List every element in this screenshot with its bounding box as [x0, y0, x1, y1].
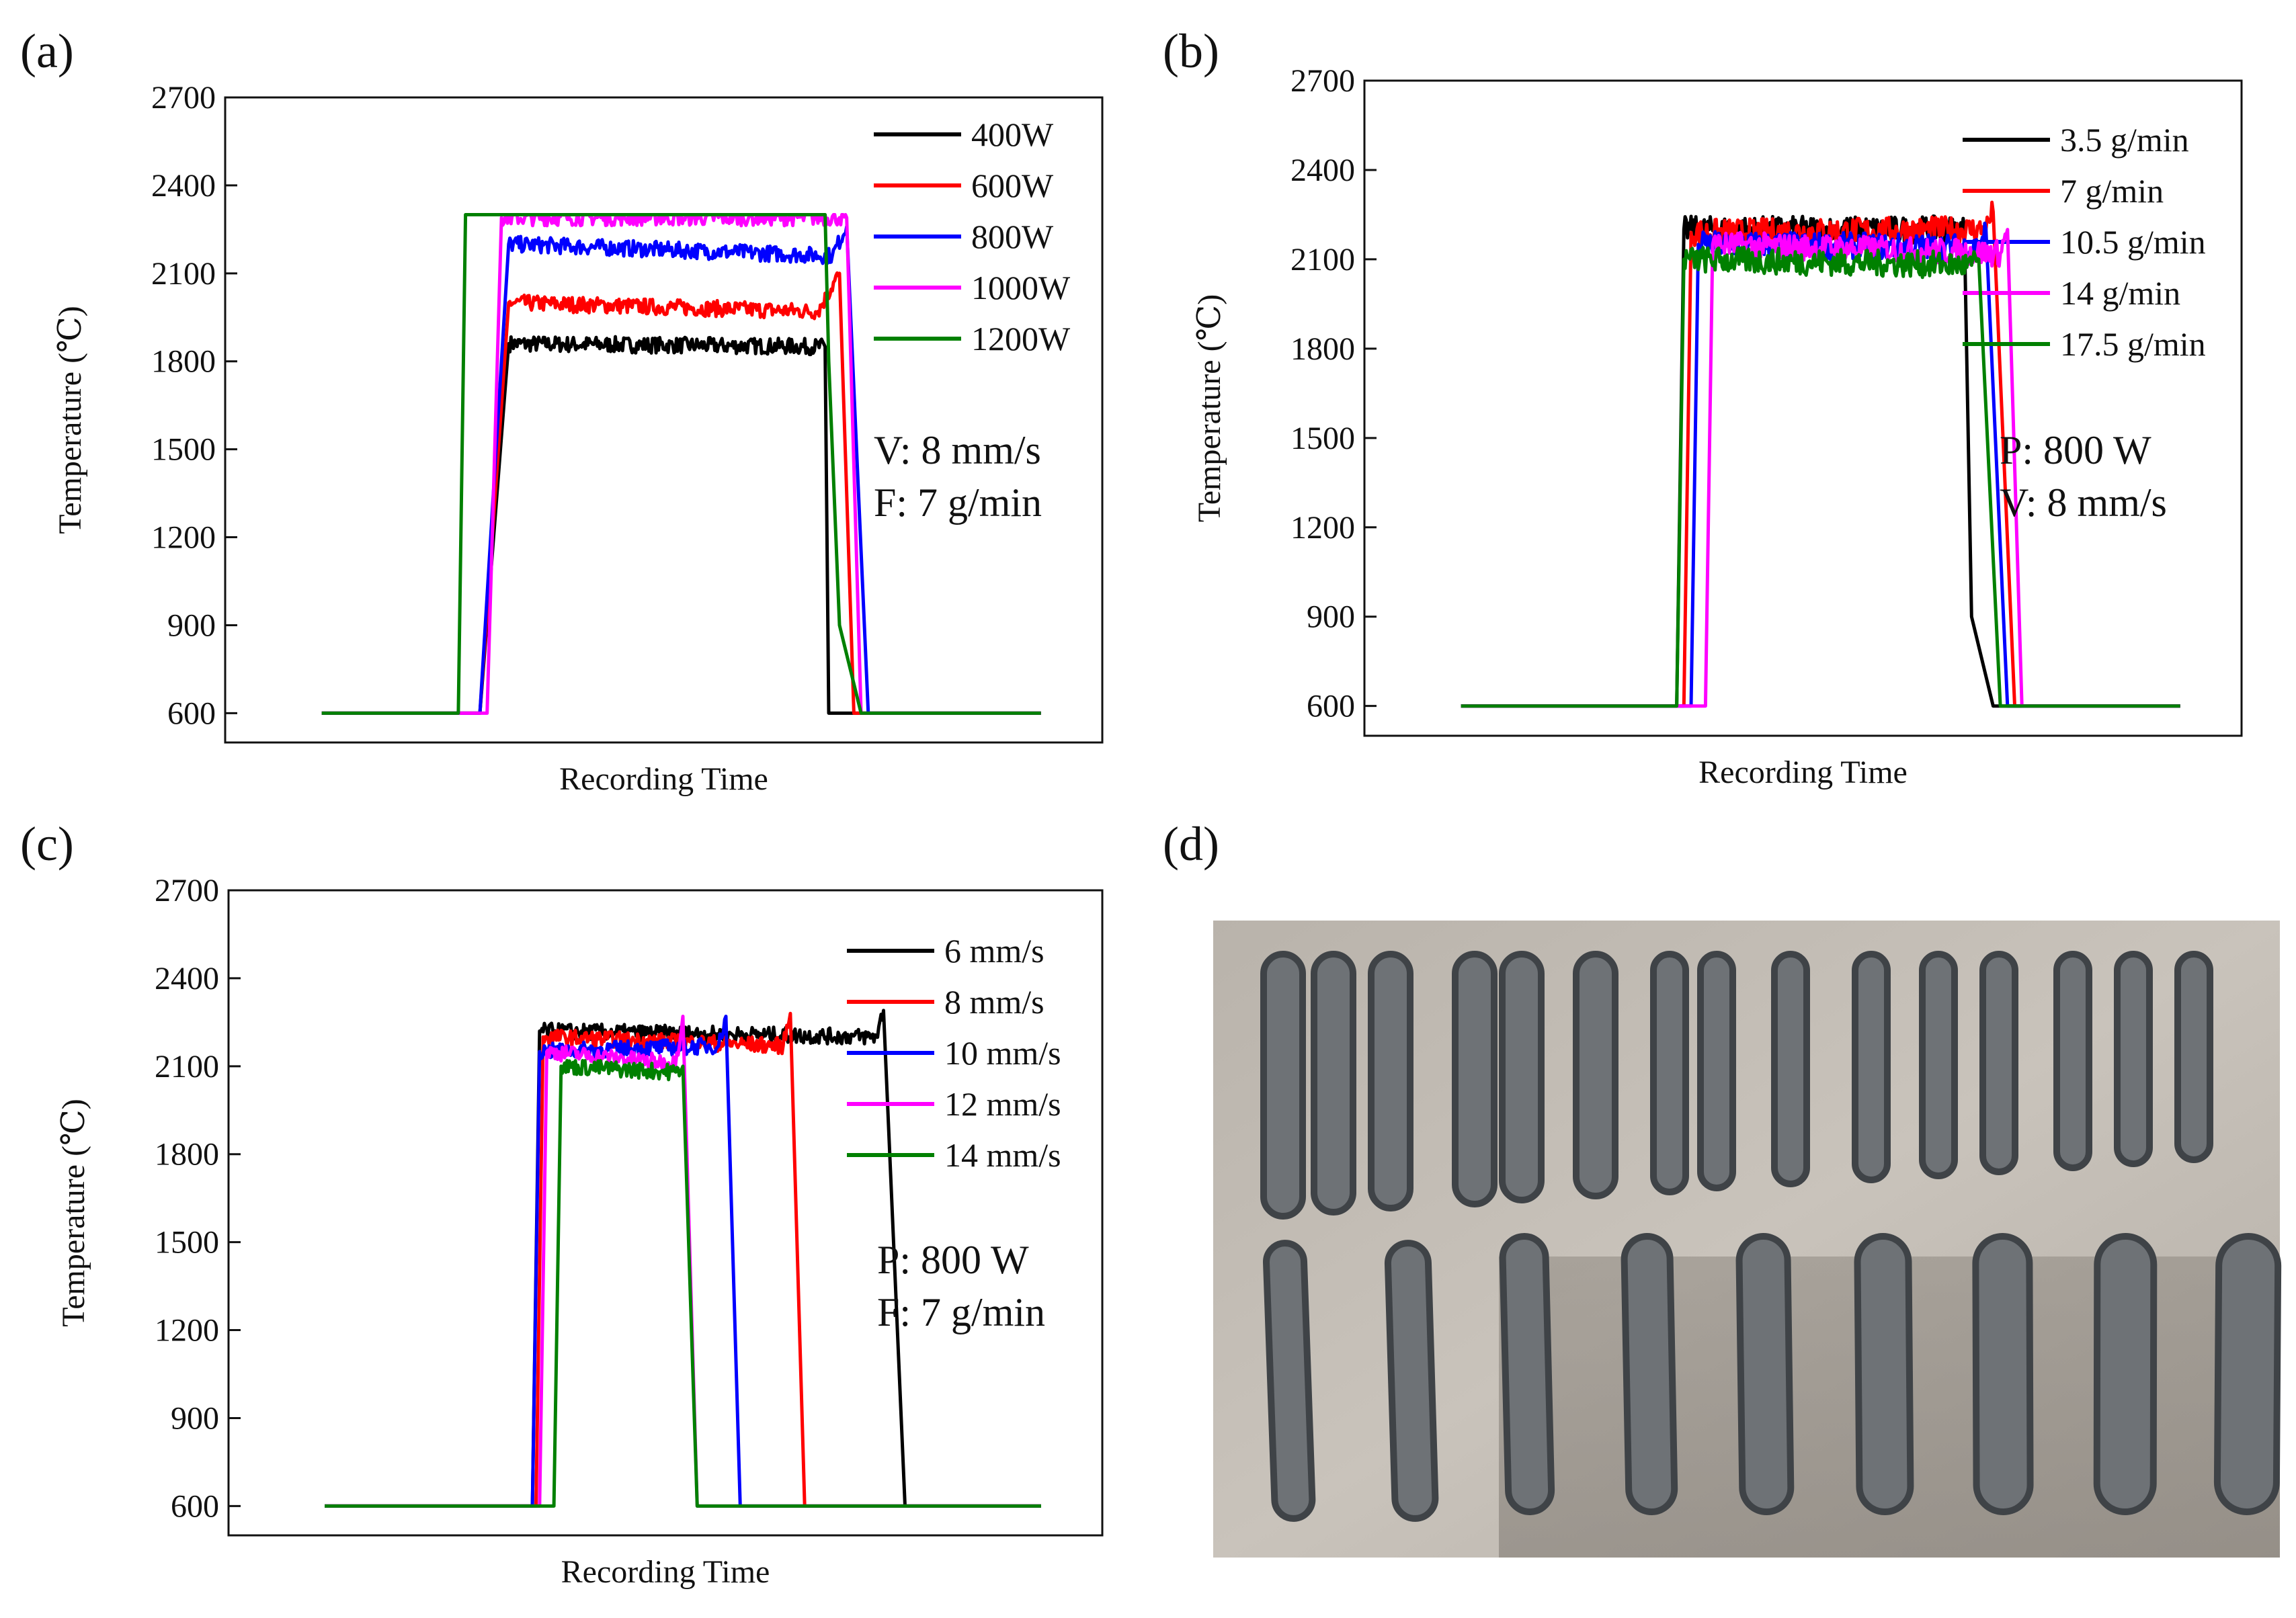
condition-annotation: F: 7 g/min	[874, 480, 1042, 525]
y-tick-label: 1500	[151, 432, 216, 468]
clad-bead-top	[1368, 951, 1413, 1211]
y-tick-label: 900	[167, 607, 216, 643]
condition-annotation: V: 8 mm/s	[874, 428, 1041, 472]
y-tick-label: 1200	[155, 1313, 219, 1349]
y-tick-label: 2400	[1290, 153, 1355, 188]
clad-bead-top	[1650, 951, 1689, 1195]
clad-bead-bottom	[1262, 1240, 1316, 1522]
clad-bead-top	[1311, 951, 1356, 1216]
y-tick-label: 2400	[151, 168, 216, 204]
y-tick-label: 2100	[155, 1049, 219, 1084]
legend-label: 800W	[971, 218, 1054, 255]
legend-label: 400W	[971, 116, 1054, 153]
clad-bead-top	[2114, 951, 2153, 1167]
clad-bead-bottom	[1499, 1233, 1555, 1515]
series-line-800w	[321, 224, 1041, 715]
series-line-6-mm-s	[325, 1009, 1041, 1508]
plot-frame-b	[1363, 79, 2243, 737]
legend-label: 8 mm/s	[944, 983, 1044, 1021]
y-tick-label: 1800	[1290, 331, 1355, 367]
clad-bead-top	[1260, 951, 1306, 1220]
legend-label: 12 mm/s	[944, 1085, 1061, 1123]
y-tick-label: 1500	[155, 1225, 219, 1261]
series-line-14-mm-s	[325, 1059, 1041, 1508]
clad-bead-top	[1499, 951, 1545, 1203]
chart-panel-c: 600 900 1200 1500 1800 2100 2400 2700 Temperatur…	[56, 873, 1104, 1590]
y-tick-label: 1800	[155, 1137, 219, 1173]
clad-bead-bottom	[2213, 1233, 2282, 1515]
y-tick-label: 900	[1307, 599, 1355, 635]
y-tick-label: 900	[171, 1400, 219, 1436]
series-line-400w	[321, 335, 1041, 715]
legend-label: 600W	[971, 167, 1054, 204]
chart-panel-b: 600 900 1200 1500 1800 2100 2400 2700 Temperatur…	[1192, 63, 2243, 790]
legend-label: 10 mm/s	[944, 1034, 1061, 1072]
panel-letter-a: (a)	[20, 24, 74, 78]
x-axis-label: Recording Time	[561, 1554, 770, 1590]
legend-label: 14 mm/s	[944, 1136, 1061, 1174]
y-tick-label: 1800	[151, 344, 216, 380]
clad-bead-top	[1573, 951, 1618, 1199]
clad-bead-top	[1919, 951, 1958, 1179]
series-line-17-5-g-min	[1461, 245, 2180, 708]
plot-frame-a	[224, 96, 1104, 744]
clad-bead-top	[1771, 951, 1810, 1187]
clad-bead-bottom	[1384, 1240, 1439, 1522]
legend-label: 1200W	[971, 320, 1071, 357]
chart-panel-a: 600 900 1200 1500 1800 2100 2400 2700 Temperatur…	[52, 80, 1104, 797]
legend-label: 17.5 g/min	[2060, 325, 2206, 363]
condition-annotation: V: 8 mm/s	[2000, 480, 2167, 525]
condition-annotation: P: 800 W	[2000, 428, 2151, 472]
clad-bead-bottom	[1735, 1233, 1795, 1515]
clad-beads	[1260, 951, 2282, 1522]
legend-label: 10.5 g/min	[2060, 223, 2206, 261]
y-tick-label: 2700	[1290, 63, 1355, 99]
legend-label: 6 mm/s	[944, 932, 1044, 970]
x-axis-label: Recording Time	[1698, 755, 1908, 790]
series-line-600w	[321, 271, 1041, 715]
y-tick-label: 1200	[1290, 510, 1355, 546]
panel-letter-c: (c)	[20, 817, 74, 871]
y-tick-label: 2400	[155, 961, 219, 996]
clad-bead-bottom	[1854, 1233, 1914, 1515]
condition-annotation: P: 800 W	[877, 1238, 1029, 1282]
y-axis-label: Temperature (℃)	[1192, 294, 1227, 523]
condition-annotation: F: 7 g/min	[877, 1290, 1045, 1334]
clad-bead-bottom	[1972, 1233, 2034, 1515]
y-tick-label: 600	[1307, 689, 1355, 724]
legend-label: 14 g/min	[2060, 274, 2180, 312]
clad-bead-bottom	[1621, 1233, 1678, 1515]
legend-label: 1000W	[971, 269, 1071, 306]
legend-label: 7 g/min	[2060, 172, 2164, 210]
clad-bead-top	[1452, 951, 1498, 1207]
y-tick-label: 2700	[151, 80, 216, 116]
clad-bead-top	[1852, 951, 1891, 1183]
panel-letter-d: (d)	[1163, 817, 1219, 871]
y-tick-label: 1500	[1290, 421, 1355, 456]
y-tick-label: 2100	[151, 256, 216, 292]
series-line-1200w	[321, 213, 1041, 715]
clad-track-photo	[1213, 921, 2282, 1558]
y-tick-label: 600	[171, 1488, 219, 1524]
y-tick-label: 2700	[155, 873, 219, 908]
y-tick-label: 1200	[151, 520, 216, 556]
panel-letter-b: (b)	[1163, 24, 1219, 78]
clad-bead-top	[2174, 951, 2213, 1163]
clad-bead-top	[2053, 951, 2092, 1171]
x-axis-label: Recording Time	[559, 761, 768, 797]
legend-label: 3.5 g/min	[2060, 121, 2189, 159]
clad-bead-top	[1979, 951, 2018, 1175]
y-axis-label: Temperature (℃)	[52, 306, 88, 534]
plot-frame-c	[227, 889, 1104, 1537]
y-tick-label: 600	[167, 695, 216, 731]
clad-bead-bottom	[2093, 1233, 2158, 1515]
y-tick-label: 2100	[1290, 242, 1355, 278]
clad-bead-top	[1697, 951, 1736, 1191]
y-axis-label: Temperature (℃)	[56, 1099, 91, 1327]
